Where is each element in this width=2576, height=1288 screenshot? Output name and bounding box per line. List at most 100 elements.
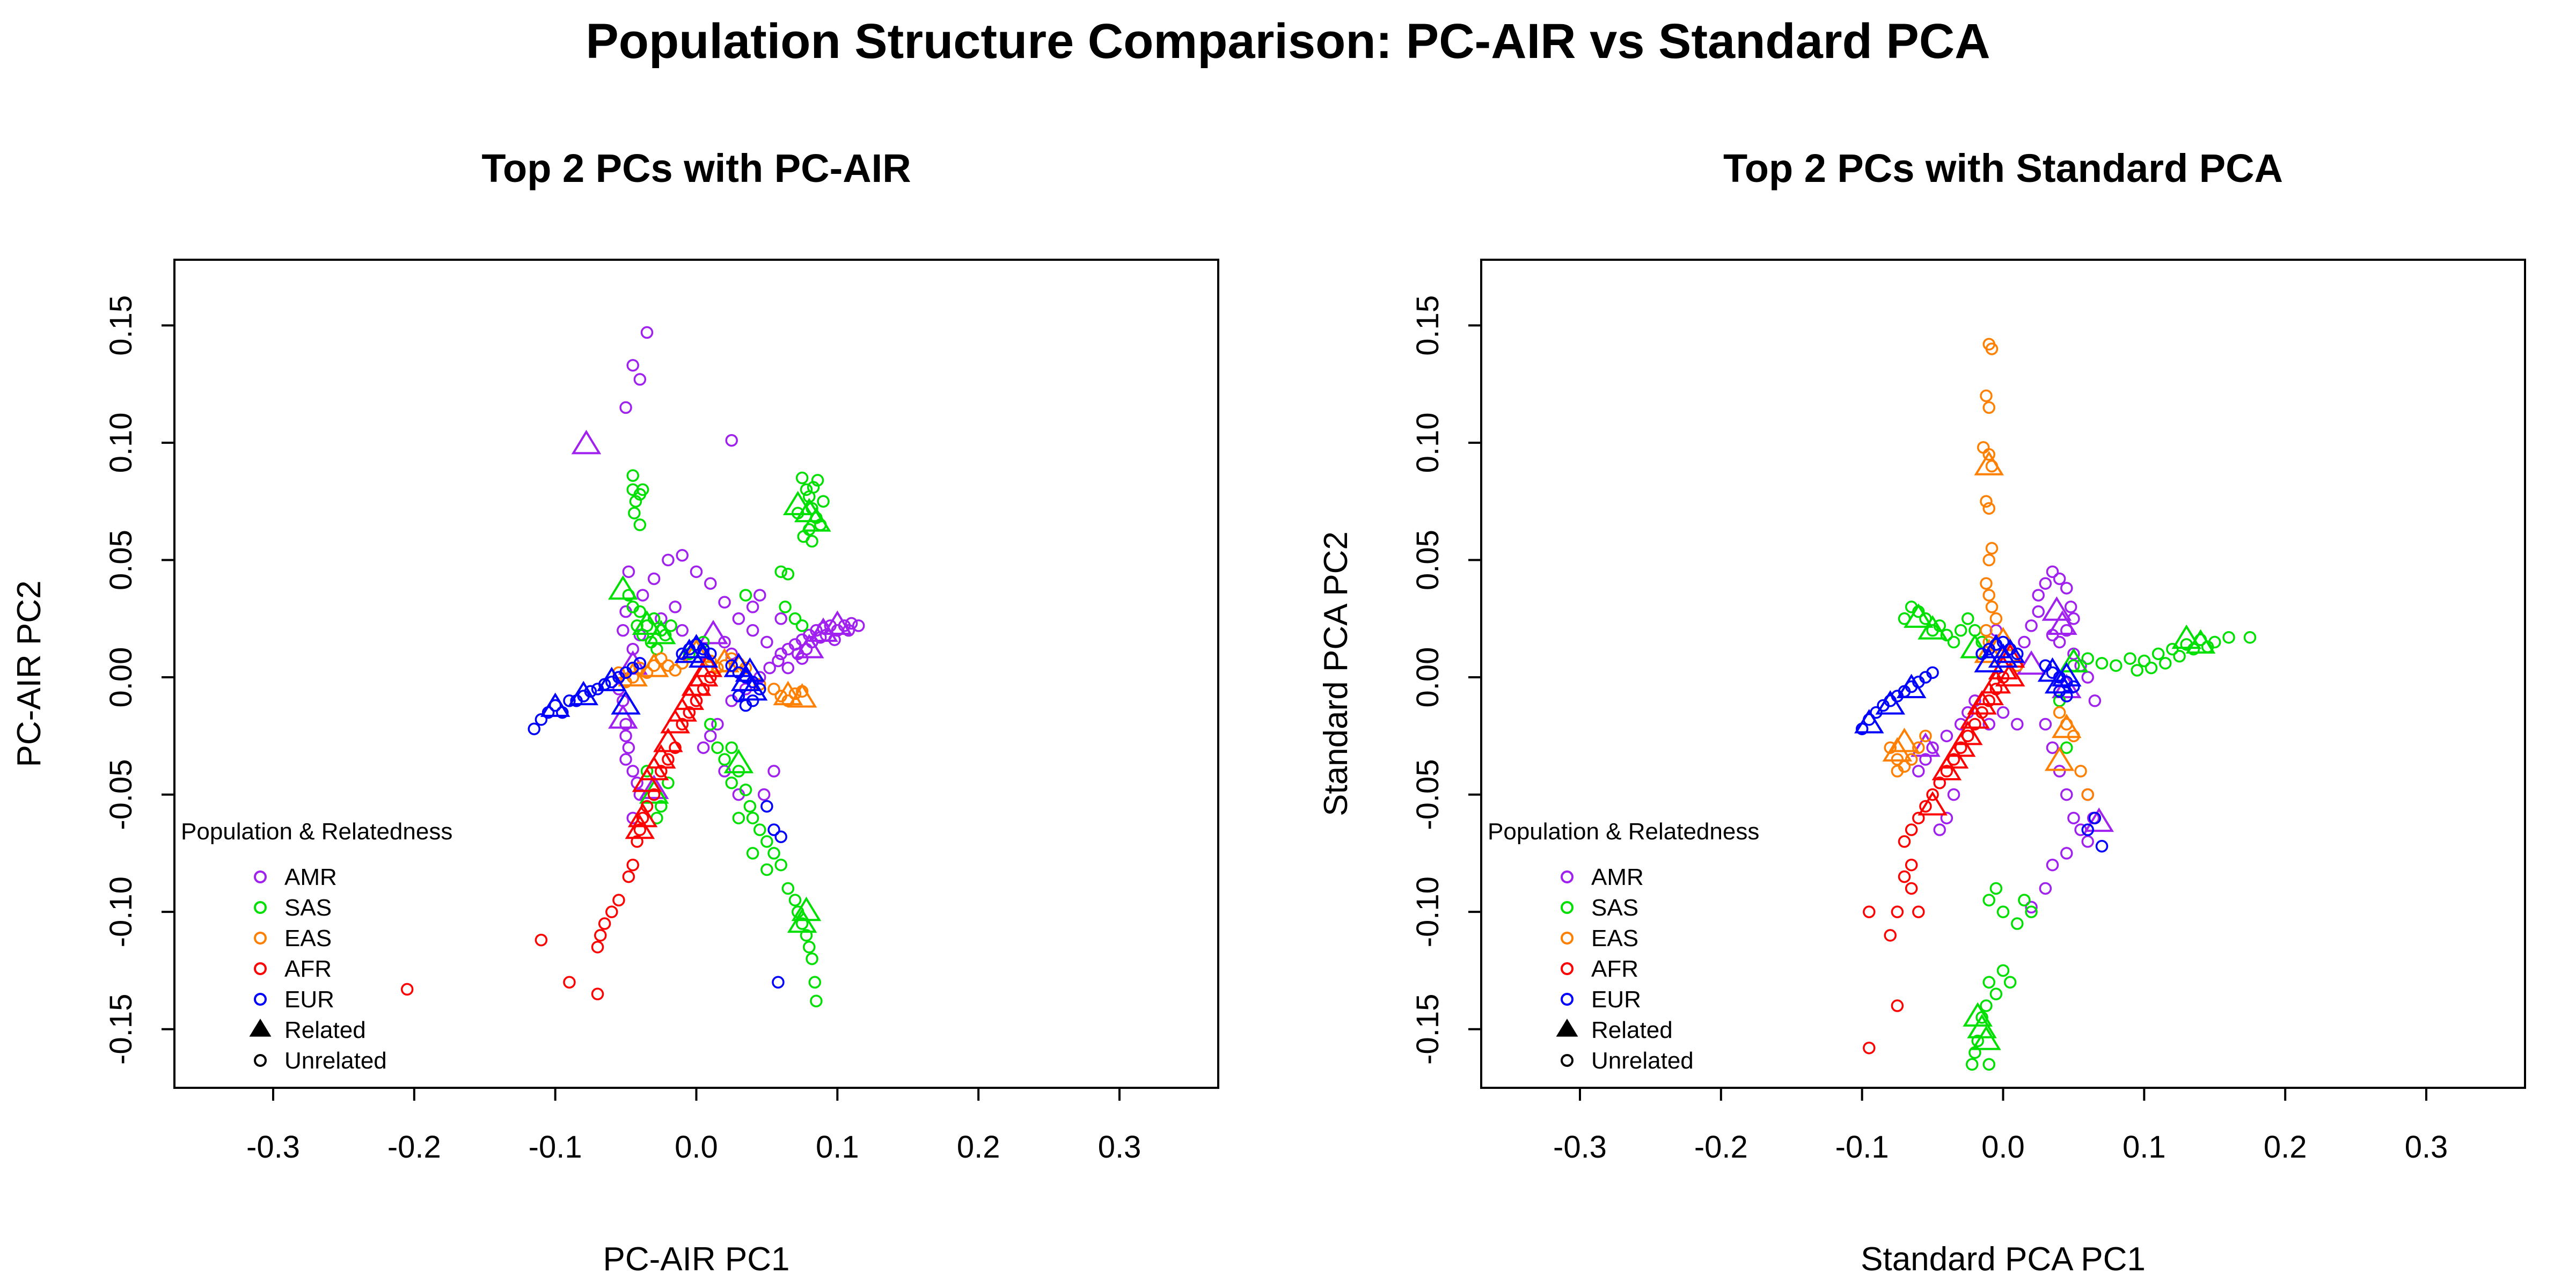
- y-tick-label: -0.05: [104, 759, 138, 830]
- legend-item-sas: SAS: [1561, 895, 1638, 921]
- y-tick-label: 0.00: [1410, 647, 1445, 708]
- data-points: [1854, 338, 2257, 1071]
- x-tick-label: 0.2: [957, 1130, 1000, 1165]
- point-amr-unrelated: [2053, 765, 2066, 778]
- legend-label: EAS: [1591, 925, 1638, 952]
- legend-circle-icon: [1561, 870, 1574, 883]
- point-afr-unrelated: [1926, 788, 1939, 801]
- legend-circle-icon: [254, 870, 267, 883]
- point-sas-related: [1904, 603, 1934, 628]
- point-eur-related: [1988, 643, 2018, 668]
- point-amr-unrelated: [2039, 882, 2052, 895]
- point-afr-unrelated: [563, 976, 576, 989]
- point-sas-unrelated: [2145, 661, 2158, 675]
- point-amr-unrelated: [626, 765, 639, 778]
- point-amr-unrelated: [767, 765, 780, 778]
- point-eas-unrelated: [2053, 706, 2066, 719]
- point-amr-unrelated: [662, 553, 675, 567]
- x-tick-label: 0.2: [2264, 1130, 2307, 1165]
- point-amr-unrelated: [2032, 605, 2045, 618]
- point-eas-unrelated: [1982, 502, 1995, 515]
- point-amr-unrelated: [2039, 718, 2052, 731]
- legend: Population & Relatedness AMR SAS EAS AFR EUR R…: [181, 818, 452, 1074]
- point-eas-unrelated: [2081, 788, 2094, 801]
- point-eas-related: [2044, 747, 2075, 771]
- point-amr-unrelated: [655, 612, 668, 625]
- legend-item-amr: AMR: [1561, 864, 1644, 890]
- point-sas-unrelated: [767, 847, 780, 860]
- point-afr-related: [632, 767, 662, 792]
- point-afr-related: [1960, 704, 1990, 729]
- point-amr-unrelated: [725, 434, 738, 447]
- point-eas-unrelated: [1980, 577, 1993, 590]
- point-amr-unrelated: [774, 612, 787, 625]
- point-sas-related: [2185, 629, 2216, 654]
- point-amr-unrelated: [617, 624, 630, 637]
- point-sas-unrelated: [1947, 635, 1960, 649]
- legend-label: AFR: [1591, 956, 1638, 982]
- point-amr-unrelated: [1926, 741, 1939, 754]
- point-sas-unrelated: [781, 567, 795, 581]
- point-afr-related: [1988, 655, 2018, 679]
- point-eur-unrelated: [760, 800, 773, 813]
- point-sas-unrelated: [774, 565, 787, 579]
- point-eur-related: [1974, 648, 2004, 672]
- point-afr-related: [1995, 662, 2025, 687]
- point-amr-unrelated: [2018, 635, 2031, 649]
- y-axis: -0.15 -0.10 -0.05 0.00 0.05 0.10 0.15: [1410, 295, 1481, 1065]
- point-amr-unrelated: [2053, 635, 2066, 649]
- point-sas-unrelated: [2243, 631, 2257, 644]
- series-sas: [1898, 601, 2257, 1071]
- point-amr-unrelated: [1940, 729, 1953, 743]
- point-sas-unrelated: [1980, 999, 1993, 1012]
- point-sas-unrelated: [2095, 657, 2109, 670]
- point-afr-related: [1918, 791, 1948, 816]
- point-amr-unrelated: [2081, 671, 2094, 684]
- point-sas-unrelated: [1989, 987, 2003, 1000]
- point-eur-related: [1854, 709, 1884, 734]
- legend-circle-icon: [254, 1054, 267, 1067]
- point-eas-unrelated: [1980, 495, 1993, 508]
- point-afr-unrelated: [1898, 835, 1911, 848]
- chart-panels: Top 2 PCs with PC-AIR-0.3 -0.2 -0.1 0.0 0.1 0…: [11, 146, 2526, 1278]
- point-afr-related: [1931, 756, 1962, 780]
- y-tick-label: -0.15: [104, 994, 138, 1065]
- point-eas-unrelated: [1884, 741, 1897, 754]
- legend-item-unrelated: Unrelated: [1561, 1048, 1694, 1074]
- point-amr-unrelated: [626, 642, 639, 656]
- point-eur-unrelated: [528, 722, 540, 735]
- y-tick-label: 0.05: [1410, 530, 1445, 590]
- point-afr-related: [646, 744, 676, 769]
- point-amr-unrelated: [2025, 901, 2038, 914]
- point-sas-unrelated: [803, 940, 816, 954]
- point-amr-unrelated: [781, 661, 795, 675]
- point-amr-unrelated: [690, 565, 703, 579]
- point-eur-related: [540, 692, 570, 717]
- point-sas-related: [787, 908, 817, 933]
- point-amr-unrelated: [626, 358, 639, 372]
- x-tick-label: -0.2: [1694, 1130, 1748, 1165]
- point-eur-unrelated: [704, 647, 717, 661]
- point-afr-related: [1945, 732, 1976, 757]
- point-eas-unrelated: [1977, 441, 1990, 454]
- legend-item-unrelated: Unrelated: [254, 1048, 387, 1074]
- point-sas-unrelated: [1933, 619, 1946, 632]
- point-eur-related: [2052, 662, 2082, 687]
- y-tick-label: -0.10: [1410, 876, 1445, 947]
- legend: Population & Relatedness AMR SAS EAS AFR EUR R…: [1488, 818, 1759, 1074]
- point-amr-unrelated: [757, 788, 771, 801]
- point-sas-related: [723, 749, 754, 773]
- point-afr-related: [667, 697, 697, 722]
- point-amr-related: [639, 774, 669, 799]
- point-amr-unrelated: [631, 777, 643, 789]
- point-sas-unrelated: [2151, 647, 2165, 661]
- point-sas-unrelated: [781, 882, 795, 895]
- point-eas-related: [787, 683, 817, 708]
- point-eur-related: [611, 690, 641, 715]
- point-sas-unrelated: [739, 784, 752, 796]
- point-eas-unrelated: [1891, 765, 1904, 778]
- point-amr-unrelated: [852, 619, 865, 632]
- point-eas-related: [773, 680, 803, 706]
- point-sas-related: [1960, 634, 1990, 658]
